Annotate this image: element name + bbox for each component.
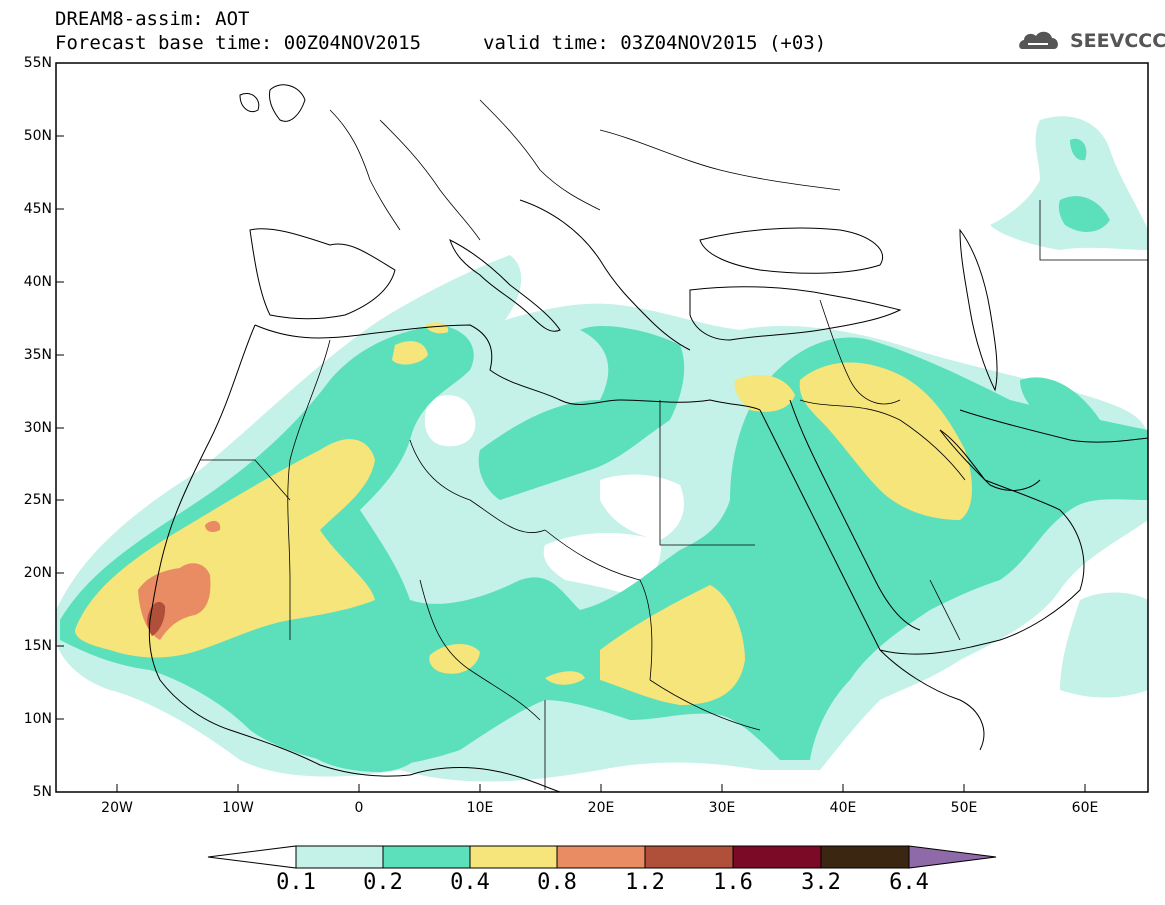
lon-label: 60E [1071, 800, 1099, 816]
colorbar-over-arrow [908, 845, 997, 869]
colorbar-label: 0.2 [363, 870, 403, 895]
lon-label: 10W [222, 800, 254, 816]
colorbar-label: 1.2 [625, 870, 665, 895]
country-borders [200, 99, 1148, 790]
colorbar-label: 3.2 [801, 870, 841, 895]
lat-label: 20N [23, 565, 52, 581]
lat-label: 30N [23, 420, 52, 436]
lon-label: 10E [466, 800, 494, 816]
colorbar-label: 1.6 [713, 870, 753, 895]
forecast-base-time: Forecast base time: 00Z04NOV2015 [55, 32, 422, 54]
colorbar-bin [469, 845, 558, 869]
lat-label: 35N [23, 347, 52, 363]
map-title: DREAM8-assim: AOT [55, 8, 250, 30]
lat-label: 15N [23, 638, 52, 654]
lat-label: 50N [23, 128, 52, 144]
colorbar-label: 0.8 [537, 870, 577, 895]
colorbar-bin [556, 845, 646, 869]
colorbar-bin [732, 845, 822, 869]
colorbar-under-arrow [207, 845, 297, 869]
colorbar-label: 0.1 [276, 870, 316, 895]
axis-ticks [56, 62, 1086, 792]
lat-label: 55N [23, 55, 52, 71]
lat-label: 25N [23, 492, 52, 508]
lon-label: 0 [354, 800, 364, 816]
colorbar-label: 0.4 [450, 870, 490, 895]
valid-time: valid time: 03Z04NOV2015 (+03) [483, 32, 827, 54]
coastlines [148, 199, 1148, 792]
colorbar [207, 845, 997, 869]
lat-label: 45N [23, 201, 52, 217]
lon-label: 50E [950, 800, 978, 816]
lat-label: 5N [32, 784, 52, 800]
lat-label: 10N [23, 711, 52, 727]
lon-label: 20W [101, 800, 133, 816]
colorbar-label: 6.4 [889, 870, 929, 895]
lat-label: 40N [23, 274, 52, 290]
lon-label: 40E [829, 800, 857, 816]
colorbar-bin [644, 845, 734, 869]
cloud-icon [1019, 31, 1058, 49]
seevccc-logo: SEEVCCC [1070, 30, 1165, 52]
colorbar-bin [382, 845, 471, 869]
lon-label: 20E [587, 800, 615, 816]
lon-label: 30E [708, 800, 736, 816]
colorbar-bin [820, 845, 910, 869]
colorbar-bin [295, 845, 384, 869]
